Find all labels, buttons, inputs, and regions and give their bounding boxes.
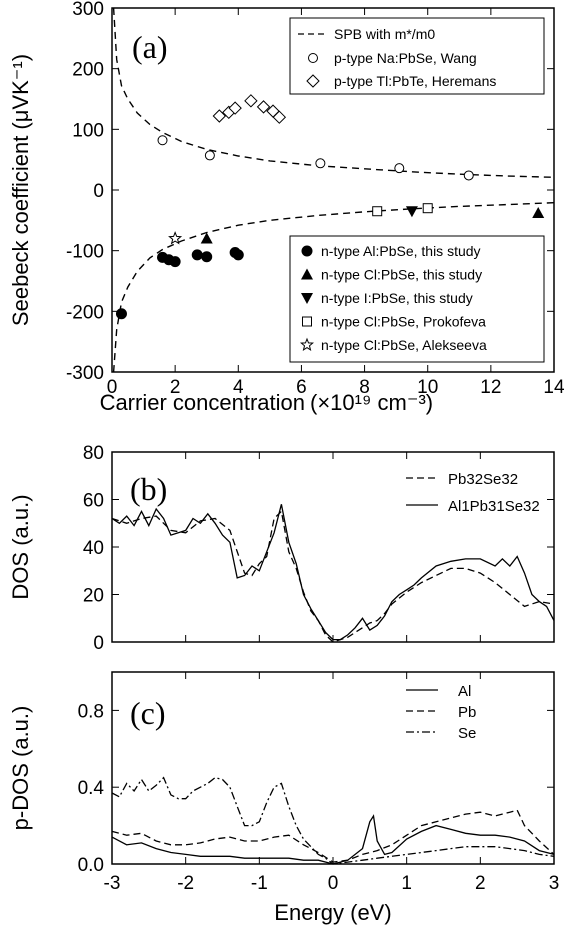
x-tick-label-c: 3 — [549, 873, 560, 894]
y-tick-label-a: 100 — [72, 120, 104, 141]
data-point — [200, 232, 213, 244]
legend-swatch — [302, 316, 312, 327]
legend-top: SPB with m*/m0 p-type Na:PbSe, Wang p-type… — [289, 17, 545, 95]
data-point — [394, 163, 405, 174]
data-point — [372, 206, 383, 217]
data-point — [191, 249, 203, 261]
y-axis-label-a: Seebeck coefficient (μVK⁻¹) — [8, 54, 33, 326]
data-point — [168, 231, 183, 245]
dos-series-line — [111, 510, 555, 643]
y-tick-label-c: 0.0 — [78, 855, 104, 876]
legend-label: n-type Al:PbSe, this study — [321, 243, 481, 259]
x-tick-label-c: -3 — [104, 873, 121, 894]
data-point — [272, 110, 287, 124]
data-point — [212, 109, 227, 123]
panel-c-label: (c) — [130, 695, 166, 731]
legend-swatch — [301, 293, 313, 304]
x-axis-unit-a: (×10¹⁹ cm⁻³) — [310, 390, 433, 415]
y-tick-label-a: -200 — [66, 302, 104, 323]
legend-swatch — [306, 74, 320, 88]
y-tick-label-c: 0.8 — [78, 701, 104, 722]
y-axis-label-c: p-DOS (a.u.) — [8, 706, 33, 831]
x-tick-label-a: 2 — [170, 377, 181, 398]
legend-label: Al1Pb31Se32 — [448, 498, 540, 515]
y-tick-label-b: 20 — [83, 586, 104, 607]
y-tick-label-c: 0.4 — [78, 778, 105, 799]
x-tick-label-c: 0 — [328, 873, 339, 894]
legend-b: Pb32Se32 Al1Pb31Se32 — [406, 471, 540, 515]
y-tick-label-a: 300 — [72, 0, 104, 20]
legend-label: Pb — [458, 704, 476, 721]
legend-c: Al Pb Se — [406, 683, 476, 742]
x-tick-label-c: -2 — [177, 873, 194, 894]
x-tick-label-a: 14 — [543, 377, 565, 398]
pdos-series-line — [111, 809, 555, 863]
legend-label: SPB with m*/m0 — [334, 26, 435, 42]
legend-label: Pb32Se32 — [448, 471, 518, 488]
panel-b-label: (b) — [130, 471, 167, 507]
x-tick-label-a: 12 — [480, 377, 501, 398]
y-tick-label-a: -100 — [66, 242, 104, 263]
legend-swatch — [301, 245, 313, 257]
spb-model-curve — [112, 7, 555, 178]
legend-label: n-type Cl:PbSe, Alekseeva — [321, 337, 487, 353]
y-tick-label-b: 80 — [83, 443, 104, 464]
y-tick-label-b: 0 — [93, 633, 104, 654]
x-tick-label-a: 8 — [359, 377, 370, 398]
y-tick-label-a: -300 — [66, 363, 104, 384]
y-axis-label-b: DOS (a.u.) — [8, 494, 33, 599]
data-point — [232, 249, 244, 261]
data-point — [169, 256, 181, 268]
y-tick-label-a: 200 — [72, 60, 104, 81]
x-tick-label-c: -1 — [251, 873, 268, 894]
data-point — [405, 206, 418, 218]
legend-top-box — [289, 17, 545, 95]
legend-swatch — [301, 268, 313, 280]
data-point — [315, 158, 326, 169]
legend-label: n-type Cl:PbSe, Prokofeva — [321, 314, 486, 330]
data-point — [532, 207, 545, 219]
data-point — [115, 308, 127, 320]
x-tick-label-a: 10 — [417, 377, 438, 398]
legend-label: p-type Tl:PbTe, Heremans — [334, 73, 496, 89]
y-tick-label-b: 40 — [83, 538, 104, 559]
legend-label: Al — [458, 683, 471, 700]
panel-b: 0 20 40 60 80 (b) Pb32Se32 Al1Pb31Se32 DOS (a… — [8, 443, 555, 654]
legend-bottom: n-type Al:PbSe, this study n-type Cl:PbSe… — [289, 235, 545, 363]
pdos-series-line — [111, 776, 555, 865]
legend-label: n-type I:PbSe, this study — [321, 290, 473, 306]
data-point — [201, 251, 213, 263]
pdos-series-line — [111, 814, 555, 865]
x-tick-label-a: 4 — [233, 377, 244, 398]
legend-label: n-type Cl:PbSe, this study — [321, 267, 482, 283]
data-point — [422, 203, 433, 214]
data-point — [256, 100, 271, 114]
panel-c: 0.0 0.4 0.8 -3 -2 -1 0 1 2 3 (c) Al Pb Se p-DOS (a.… — [8, 671, 560, 925]
legend-label: p-type Na:PbSe, Wang — [334, 50, 477, 66]
x-tick-label-c: 2 — [475, 873, 486, 894]
legend-swatch — [308, 53, 318, 63]
legend-swatch — [300, 337, 314, 352]
y-tick-label-a: 0 — [93, 181, 104, 202]
x-axis-label-c: Energy (eV) — [274, 900, 391, 925]
data-point — [244, 94, 258, 108]
legend-bottom-box — [289, 235, 545, 363]
y-tick-label-b: 60 — [83, 491, 104, 512]
data-point — [228, 101, 242, 115]
data-point — [463, 170, 474, 181]
x-tick-label-a: 6 — [296, 377, 307, 398]
x-tick-label-c: 1 — [401, 873, 412, 894]
x-axis-label-a: Carrier concentration — [100, 390, 305, 415]
panel-a: 0 2 4 6 8 10 12 14 -300 -200 -100 0 100 200 300 (a) SP… — [8, 0, 565, 415]
x-tick-label-a: 0 — [107, 377, 118, 398]
dos-series-line — [111, 504, 555, 641]
data-point — [157, 135, 168, 146]
legend-label: Se — [458, 725, 476, 742]
panel-a-label: (a) — [132, 29, 168, 65]
data-point — [204, 150, 215, 161]
